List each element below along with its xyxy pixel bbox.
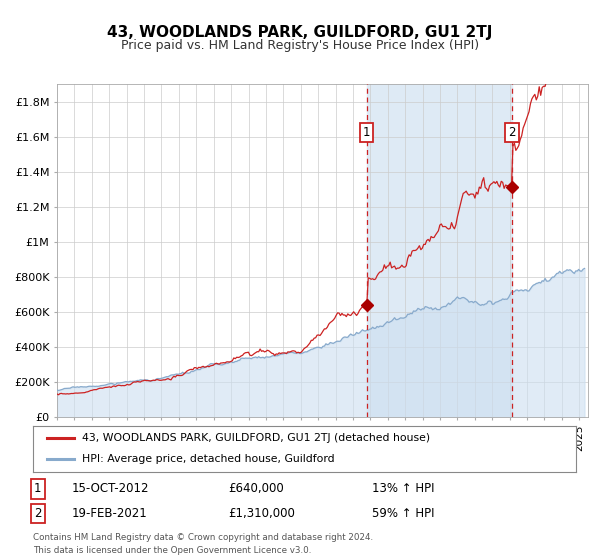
Text: Price paid vs. HM Land Registry's House Price Index (HPI): Price paid vs. HM Land Registry's House … xyxy=(121,39,479,53)
Text: HPI: Average price, detached house, Guildford: HPI: Average price, detached house, Guil… xyxy=(82,454,334,464)
Text: 43, WOODLANDS PARK, GUILDFORD, GU1 2TJ: 43, WOODLANDS PARK, GUILDFORD, GU1 2TJ xyxy=(107,25,493,40)
Bar xyxy=(367,84,512,417)
Text: Contains HM Land Registry data © Crown copyright and database right 2024.
This d: Contains HM Land Registry data © Crown c… xyxy=(33,533,373,554)
Text: 19-FEB-2021: 19-FEB-2021 xyxy=(72,507,148,520)
Text: 1: 1 xyxy=(34,482,41,496)
Text: 2: 2 xyxy=(34,507,41,520)
Text: 1: 1 xyxy=(363,126,370,139)
Text: £640,000: £640,000 xyxy=(228,482,284,496)
Text: 59% ↑ HPI: 59% ↑ HPI xyxy=(372,507,434,520)
Text: 13% ↑ HPI: 13% ↑ HPI xyxy=(372,482,434,496)
Text: £1,310,000: £1,310,000 xyxy=(228,507,295,520)
Text: 15-OCT-2012: 15-OCT-2012 xyxy=(72,482,149,496)
Text: 43, WOODLANDS PARK, GUILDFORD, GU1 2TJ (detached house): 43, WOODLANDS PARK, GUILDFORD, GU1 2TJ (… xyxy=(82,433,430,443)
Text: 2: 2 xyxy=(508,126,515,139)
